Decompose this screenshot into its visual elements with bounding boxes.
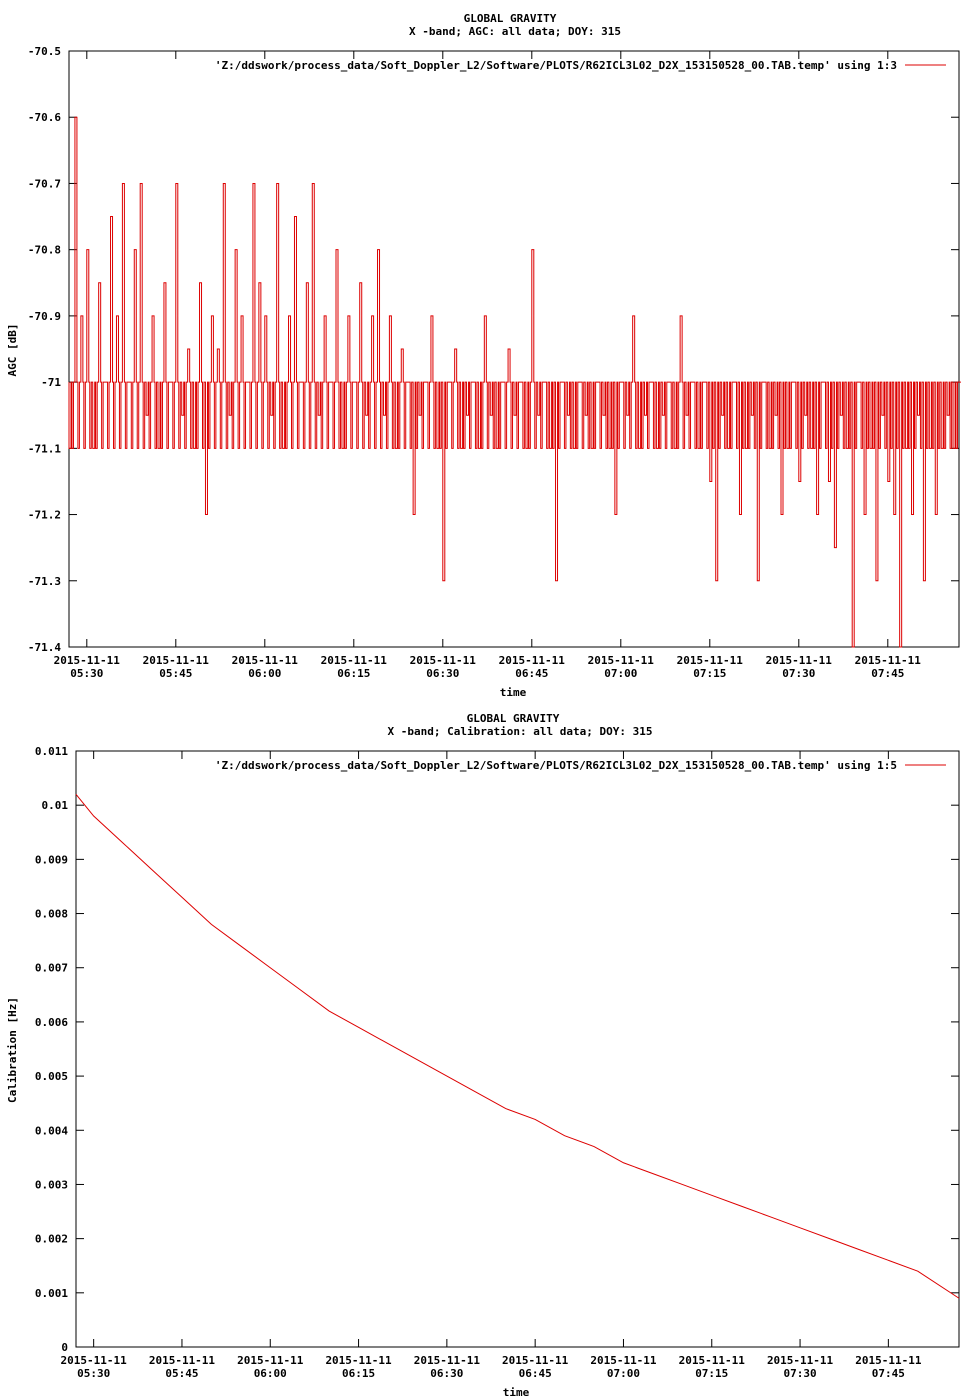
calibration-x-tick-time: 06:45 (519, 1367, 552, 1380)
agc-x-tick-time: 07:30 (782, 667, 815, 680)
agc-x-tick-time: 06:45 (515, 667, 548, 680)
calibration-x-tick-time: 07:30 (783, 1367, 816, 1380)
agc-chart-title: GLOBAL GRAVITY (464, 12, 557, 25)
agc-x-tick-time: 06:15 (337, 667, 370, 680)
calibration-y-tick-label: 0.007 (35, 962, 68, 975)
calibration-y-tick-label: 0 (61, 1341, 68, 1354)
agc-x-tick-time: 07:00 (604, 667, 637, 680)
agc-x-tick-time: 06:00 (248, 667, 281, 680)
agc-y-tick-label: -70.8 (28, 244, 61, 257)
calibration-chart-subtitle: X -band; Calibration: all data; DOY: 315 (388, 725, 653, 738)
agc-y-ticks: -70.5 -70.6 -70.7 -70.8 -70.9 -71 -71.1 -71.2 -7… (28, 45, 959, 654)
calibration-y-tick-label: 0.009 (35, 853, 68, 866)
agc-x-tick-date: 2015-11-11 (855, 654, 922, 667)
agc-x-axis-label: time (500, 686, 527, 699)
calibration-x-tick-time: 06:15 (342, 1367, 375, 1380)
agc-y-tick-label: -71 (41, 376, 61, 389)
agc-plot-frame (68, 50, 960, 648)
agc-y-tick-label: -71.1 (28, 442, 61, 455)
agc-x-tick-date: 2015-11-11 (499, 654, 566, 667)
agc-y-tick-label: -71.4 (28, 641, 61, 654)
calibration-x-tick-time: 07:15 (695, 1367, 728, 1380)
agc-x-tick-time: 05:45 (159, 667, 192, 680)
calibration-y-tick-label: 0.008 (35, 908, 68, 921)
calibration-x-tick-time: 06:00 (254, 1367, 287, 1380)
calibration-series (75, 794, 960, 1299)
agc-series-line (68, 116, 961, 648)
calibration-y-tick-label: 0.011 (35, 745, 68, 758)
agc-x-tick-time: 07:45 (871, 667, 904, 680)
calibration-chart-title: GLOBAL GRAVITY (467, 712, 560, 725)
calibration-x-tick-time: 07:00 (607, 1367, 640, 1380)
agc-x-tick-date: 2015-11-11 (677, 654, 744, 667)
calibration-x-tick-date: 2015-11-11 (679, 1354, 746, 1367)
calibration-y-tick-label: 0.005 (35, 1070, 68, 1083)
calibration-chart: GLOBAL GRAVITY X -band; Calibration: all… (6, 712, 960, 1399)
agc-y-tick-label: -71.3 (28, 575, 61, 588)
agc-y-axis-label: AGC [dB] (6, 324, 19, 377)
calibration-x-tick-time: 05:45 (165, 1367, 198, 1380)
agc-chart-subtitle: X -band; AGC: all data; DOY: 315 (409, 25, 621, 38)
calibration-series-line (75, 794, 960, 1299)
calibration-legend-label: 'Z:/ddswork/process_data/Soft_Doppler_L2… (215, 759, 897, 772)
calibration-x-tick-date: 2015-11-11 (149, 1354, 216, 1367)
calibration-x-tick-date: 2015-11-11 (855, 1354, 922, 1367)
calibration-x-tick-date: 2015-11-11 (61, 1354, 128, 1367)
agc-y-tick-label: -71.2 (28, 509, 61, 522)
agc-x-ticks: 2015-11-1105:302015-11-1105:452015-11-11… (54, 51, 922, 680)
calibration-x-tick-date: 2015-11-11 (590, 1354, 657, 1367)
calibration-y-tick-label: 0.006 (35, 1016, 68, 1029)
agc-x-tick-date: 2015-11-11 (588, 654, 655, 667)
agc-x-tick-date: 2015-11-11 (143, 654, 210, 667)
agc-y-tick-label: -70.9 (28, 310, 61, 323)
calibration-x-tick-date: 2015-11-11 (414, 1354, 481, 1367)
agc-x-tick-date: 2015-11-11 (410, 654, 477, 667)
agc-x-tick-date: 2015-11-11 (766, 654, 833, 667)
agc-x-tick-time: 05:30 (70, 667, 103, 680)
agc-y-tick-label: -70.6 (28, 111, 61, 124)
agc-legend: 'Z:/ddswork/process_data/Soft_Doppler_L2… (215, 59, 946, 72)
calibration-y-tick-label: 0.004 (35, 1124, 68, 1137)
agc-y-tick-label: -70.5 (28, 45, 61, 58)
calibration-x-tick-time: 05:30 (77, 1367, 110, 1380)
agc-y-tick-label: -70.7 (28, 177, 61, 190)
agc-x-tick-date: 2015-11-11 (321, 654, 388, 667)
calibration-y-ticks: 0.011 0.01 0.009 0.008 0.007 0.006 0.005 0.004 0… (35, 745, 959, 1354)
calibration-x-tick-time: 07:45 (872, 1367, 905, 1380)
calibration-x-tick-date: 2015-11-11 (767, 1354, 834, 1367)
agc-x-tick-time: 06:30 (426, 667, 459, 680)
agc-chart: GLOBAL GRAVITY X -band; AGC: all data; D… (6, 12, 961, 699)
agc-legend-label: 'Z:/ddswork/process_data/Soft_Doppler_L2… (215, 59, 897, 72)
agc-x-tick-time: 07:15 (693, 667, 726, 680)
calibration-x-tick-date: 2015-11-11 (237, 1354, 304, 1367)
agc-x-tick-date: 2015-11-11 (54, 654, 121, 667)
calibration-x-tick-time: 06:30 (430, 1367, 463, 1380)
calibration-legend: 'Z:/ddswork/process_data/Soft_Doppler_L2… (215, 759, 946, 772)
calibration-x-ticks: 2015-11-1105:302015-11-1105:452015-11-11… (61, 751, 922, 1380)
calibration-y-tick-label: 0.003 (35, 1178, 68, 1191)
calibration-y-tick-label: 0.001 (35, 1287, 68, 1300)
calibration-plot-frame (75, 750, 960, 1348)
calibration-x-tick-date: 2015-11-11 (325, 1354, 392, 1367)
calibration-x-tick-date: 2015-11-11 (502, 1354, 569, 1367)
calibration-y-tick-label: 0.002 (35, 1233, 68, 1246)
calibration-y-tick-label: 0.01 (42, 799, 69, 812)
calibration-x-axis-label: time (503, 1386, 530, 1399)
calibration-y-axis-label: Calibration [Hz] (6, 997, 19, 1103)
agc-series (68, 116, 961, 648)
agc-x-tick-date: 2015-11-11 (232, 654, 299, 667)
